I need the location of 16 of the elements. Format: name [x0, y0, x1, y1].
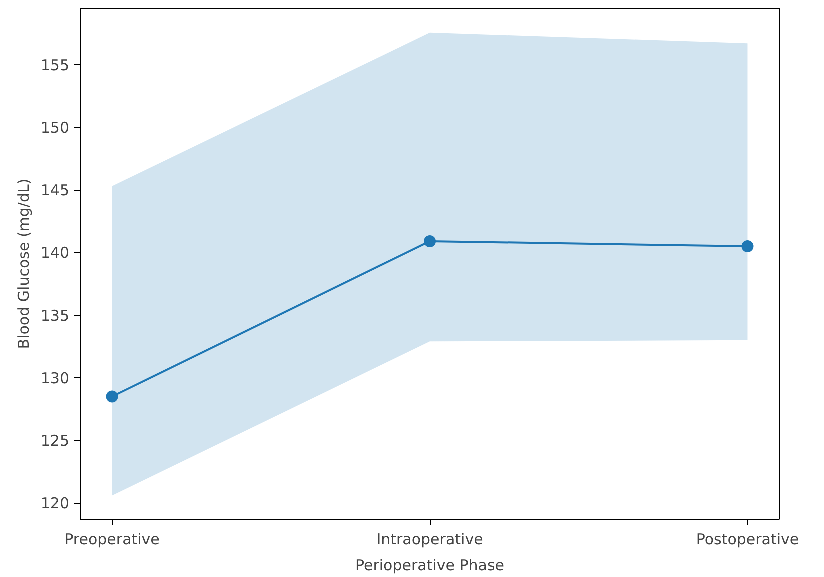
- point: [742, 240, 754, 252]
- point: [106, 390, 118, 403]
- x-axis-title: Perioperative Phase: [355, 556, 505, 574]
- point: [424, 235, 436, 248]
- y-tick-label: 125: [40, 432, 70, 450]
- x-tick-label: Intraoperative: [376, 530, 484, 548]
- y-axis-title: Blood Glucose (mg/dL): [14, 178, 33, 350]
- x-tick-label: Preoperative: [64, 530, 160, 548]
- y-tick-label: 150: [40, 118, 70, 137]
- y-tick-label: 120: [40, 494, 70, 513]
- y-tick-label: 140: [40, 244, 70, 262]
- y-tick-label: 155: [40, 56, 70, 74]
- y-tick-label: 130: [40, 369, 70, 388]
- x-tick-label: Postoperative: [696, 530, 800, 548]
- y-tick-label: 145: [40, 182, 70, 200]
- y-tick-label: 135: [40, 306, 70, 325]
